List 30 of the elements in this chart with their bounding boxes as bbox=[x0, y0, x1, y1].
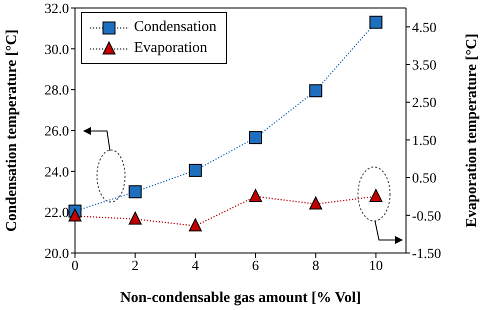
point bbox=[188, 164, 202, 177]
y-tick-label: 26.0 bbox=[44, 124, 69, 140]
point bbox=[128, 185, 142, 198]
x-tick-label: 10 bbox=[368, 258, 383, 274]
point bbox=[249, 131, 262, 144]
x-tick-label: 0 bbox=[72, 258, 78, 274]
x-tick-label: 8 bbox=[312, 258, 320, 274]
y2-tick-label: 2.50 bbox=[412, 96, 436, 112]
y-tick-label: 32.0 bbox=[44, 2, 69, 17]
y-tick-label: 20.0 bbox=[44, 246, 69, 262]
y-tick-label: 22.0 bbox=[44, 206, 69, 222]
y2-axis-title: Evaporation temperature [°C] bbox=[464, 33, 480, 228]
y2-tick-label: 0.50 bbox=[412, 172, 436, 187]
y2-tick-label: 3.50 bbox=[412, 58, 436, 74]
y2-tick-label: -0.50 bbox=[412, 209, 442, 224]
legend-label: Evaporation bbox=[134, 40, 208, 57]
y-axis-title: Condensation temperature [°C] bbox=[4, 29, 20, 232]
x-axis-title: Non-condensable gas amount [% Vol] bbox=[120, 290, 361, 306]
y-tick-label: 28.0 bbox=[44, 84, 69, 99]
point bbox=[309, 84, 322, 98]
y-tick-label: 24.0 bbox=[44, 165, 69, 180]
y2-tick-label: -1.50 bbox=[412, 246, 442, 262]
y-tick-label: 30.0 bbox=[44, 42, 69, 58]
x-tick-label: 6 bbox=[252, 258, 260, 274]
y2-tick-label: 4.50 bbox=[412, 20, 436, 36]
x-tick-label: 4 bbox=[192, 258, 199, 274]
y2-tick-label: 1.50 bbox=[412, 134, 436, 149]
point bbox=[369, 16, 382, 29]
x-tick-label: 2 bbox=[132, 258, 139, 274]
legend-label: Condensation bbox=[134, 19, 216, 36]
